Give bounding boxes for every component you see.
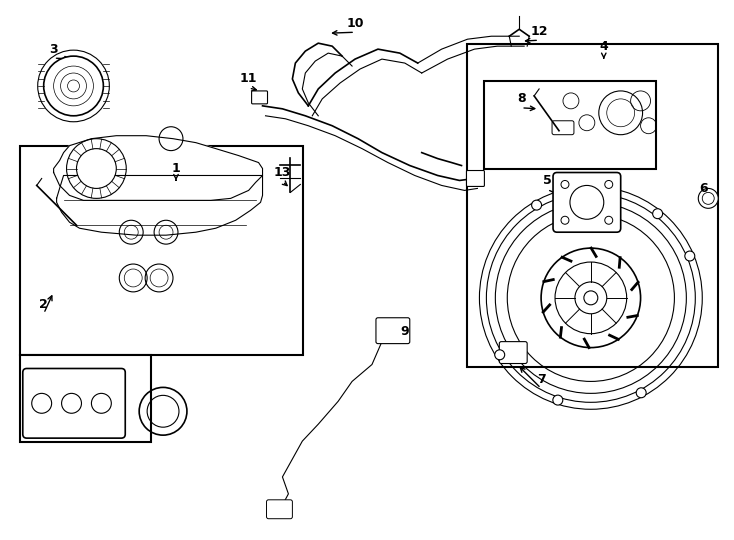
FancyBboxPatch shape [553,172,621,232]
Circle shape [76,148,116,188]
Text: 5: 5 [542,174,551,187]
Circle shape [698,188,718,208]
Circle shape [541,248,641,348]
Bar [484,81,655,168]
Text: 8: 8 [517,92,526,105]
Polygon shape [57,176,263,235]
Text: 9: 9 [401,325,409,338]
FancyBboxPatch shape [252,91,267,104]
Circle shape [685,251,695,261]
Bar [20,355,151,442]
FancyBboxPatch shape [499,342,527,363]
Bar [20,146,303,355]
Text: 7: 7 [537,373,545,386]
Text: 2: 2 [40,298,48,312]
FancyBboxPatch shape [23,368,126,438]
Text: 12: 12 [531,25,548,38]
Circle shape [495,350,505,360]
Text: 13: 13 [274,166,291,179]
Text: 10: 10 [346,17,364,30]
Text: 3: 3 [49,43,58,56]
Text: 6: 6 [699,182,708,195]
Text: 1: 1 [172,162,181,175]
Bar [468,44,718,368]
Circle shape [531,200,542,210]
Text: 4: 4 [600,39,608,53]
Circle shape [584,291,597,305]
Text: 11: 11 [240,72,258,85]
Circle shape [43,56,103,116]
Circle shape [653,209,663,219]
Circle shape [553,395,563,405]
FancyBboxPatch shape [376,318,410,343]
FancyBboxPatch shape [266,500,292,519]
Polygon shape [54,136,263,200]
Circle shape [636,388,646,398]
FancyBboxPatch shape [467,171,484,186]
